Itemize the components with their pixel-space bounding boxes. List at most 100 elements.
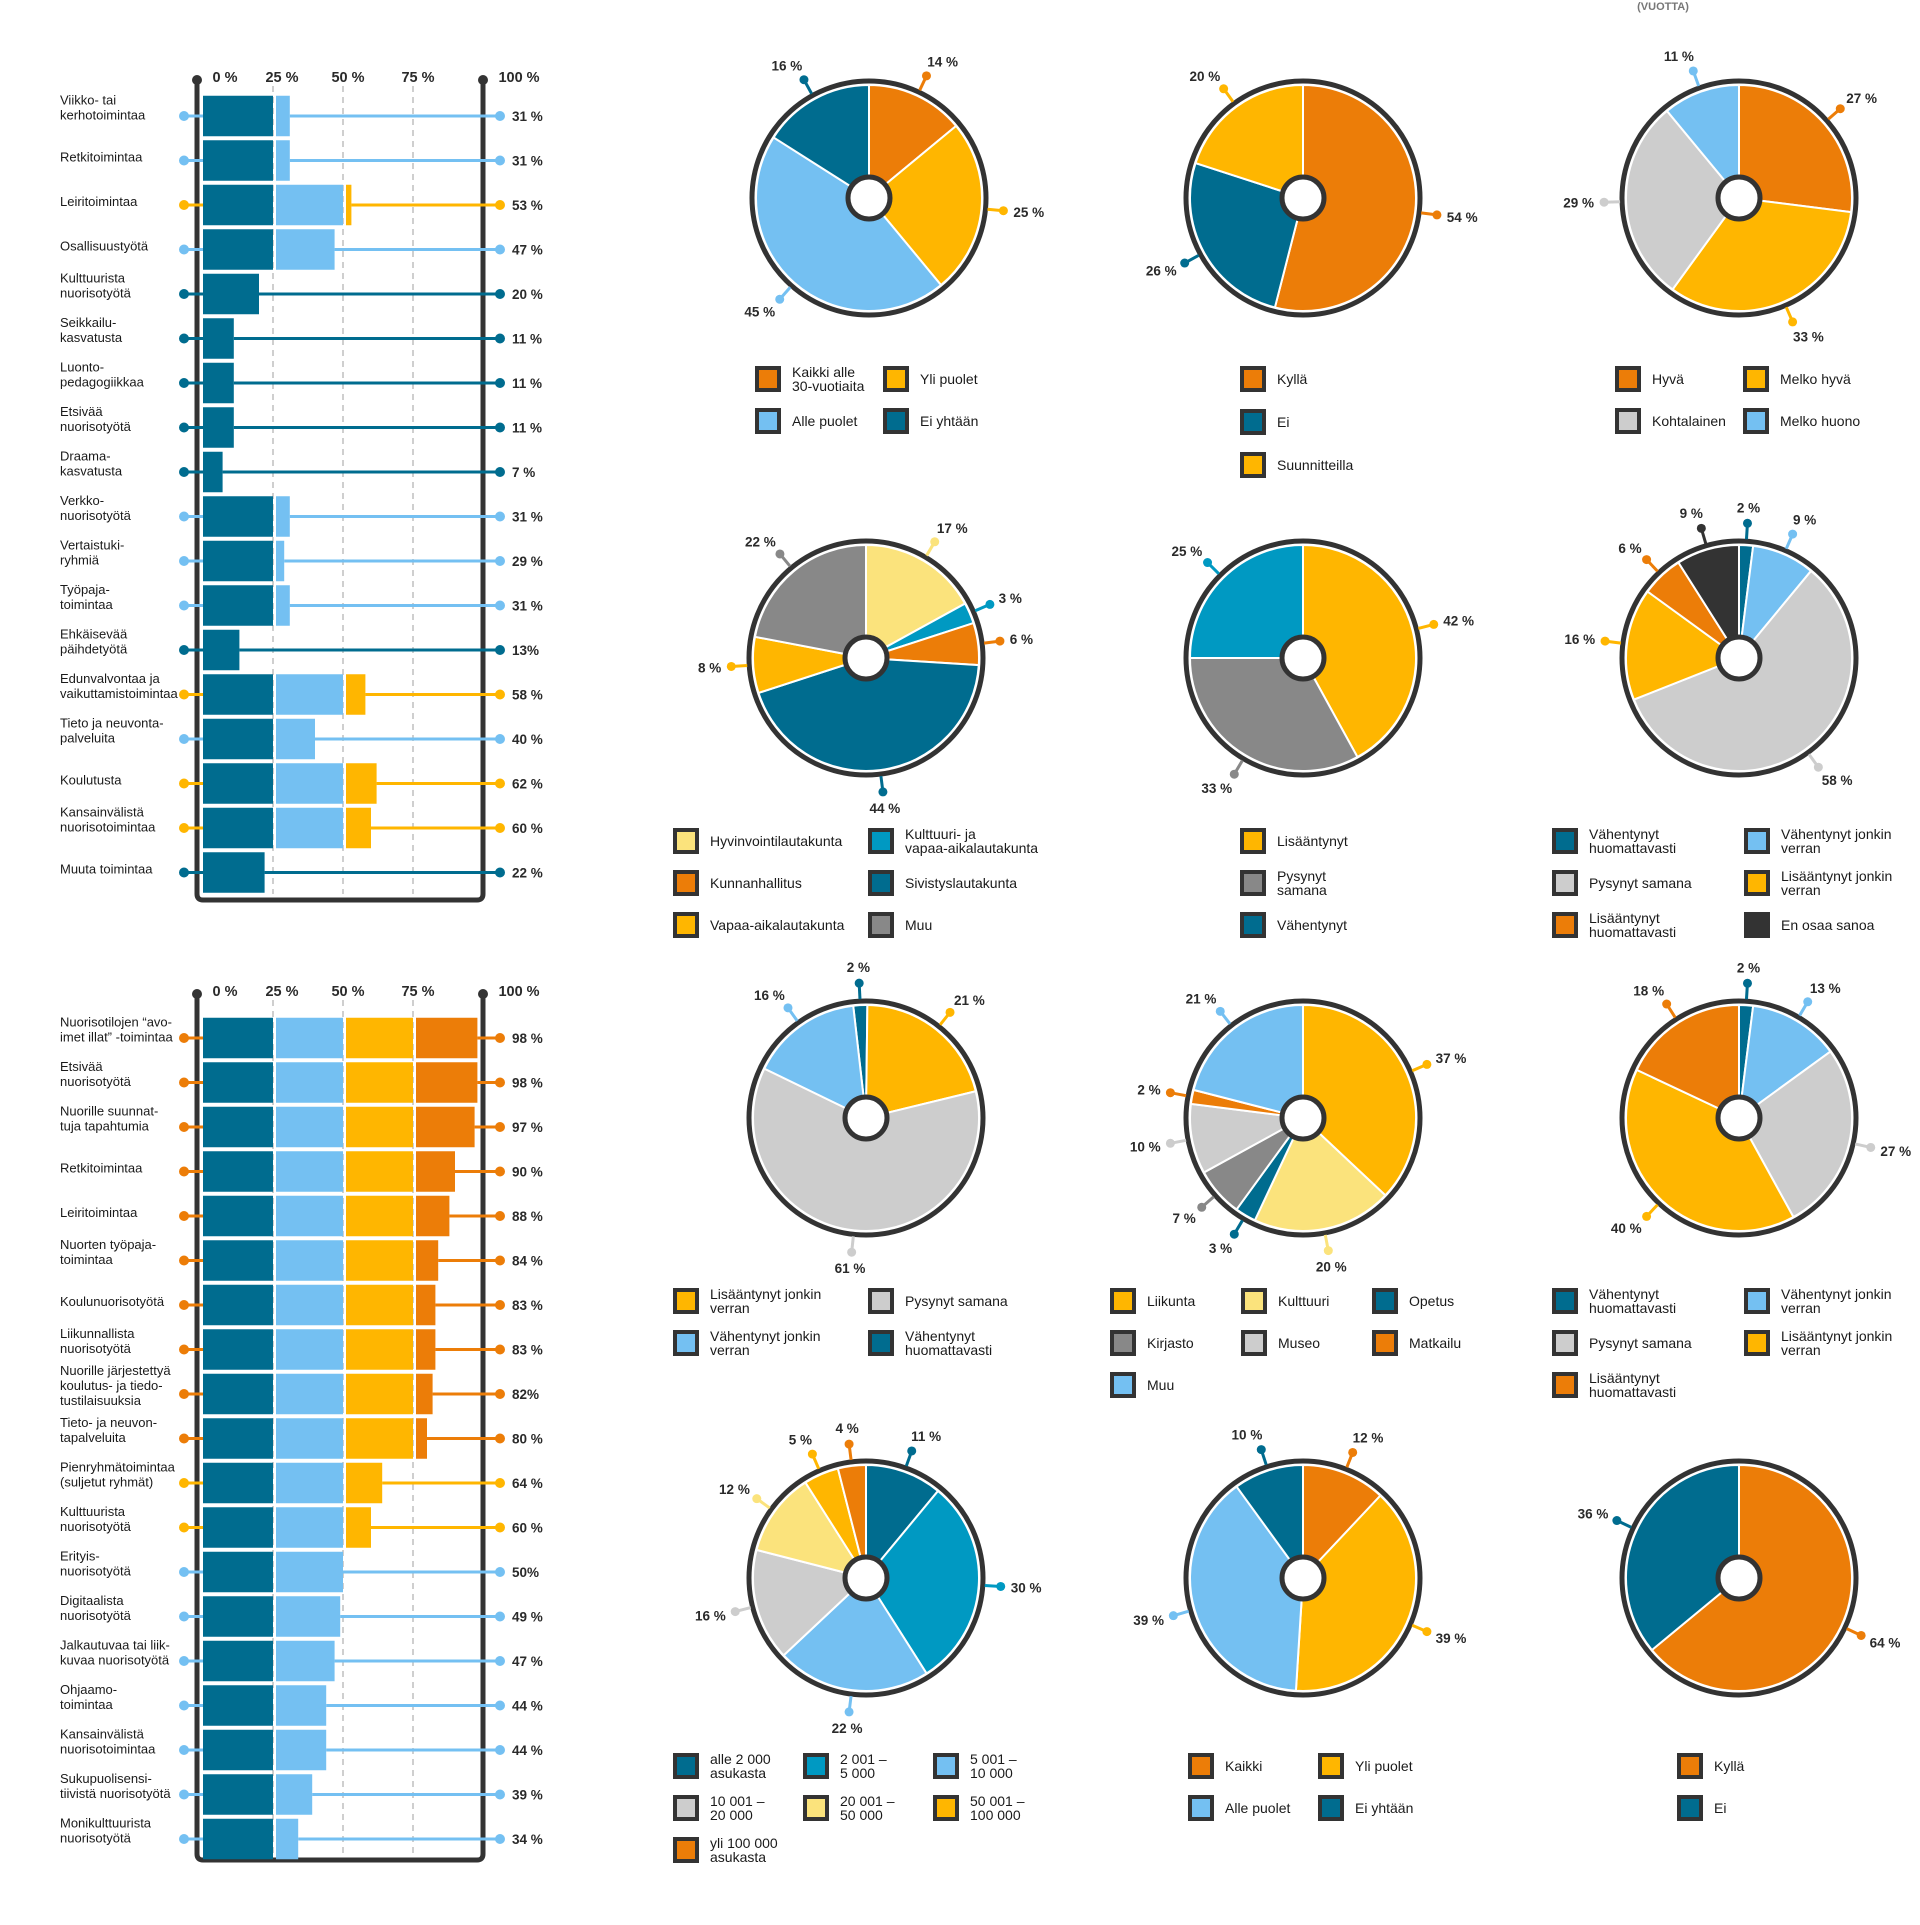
pie-leader-dot: [1642, 555, 1652, 565]
bar-segment: [276, 718, 315, 760]
legend-swatch: [1240, 409, 1266, 435]
pie-slice: [1302, 543, 1417, 759]
bar-category-label: nuorisotoimintaa: [60, 1742, 156, 1757]
pie-slice: [867, 124, 983, 287]
bar-category-label: Seikkailu-: [60, 315, 116, 330]
legend-label: verran: [710, 1300, 750, 1316]
pie-legend: Kyllä Ei Suunnitteilla: [1240, 366, 1353, 478]
pie-value-label: 2 %: [1737, 500, 1760, 515]
pie-legend: Kaikki Yli puolet Alle puolet Ei yhtään: [1188, 1753, 1413, 1821]
bar-category-label: toimintaa: [60, 1252, 114, 1267]
bar-segment: [416, 1284, 436, 1326]
pie-chart-2: 54 % 26 % 20 % Kyllä Ei Suunnitteilla: [1146, 69, 1478, 478]
pie-value-label: 9 %: [1680, 506, 1703, 521]
chart-frame: [194, 994, 486, 1863]
bar-category-label: koulutus- ja tiedo-: [60, 1378, 163, 1393]
pie-slice: [865, 543, 967, 660]
legend-swatch: [883, 366, 909, 392]
bar-segment: [276, 1729, 327, 1771]
pie-outer-ring: [746, 1458, 986, 1698]
legend-label: Kulttuuri- ja: [905, 826, 976, 842]
bar-segment: [346, 1284, 413, 1326]
legend-swatch: [868, 1288, 894, 1314]
pie-center-hole: [1279, 174, 1327, 222]
pie-value-label: 26 %: [1146, 264, 1177, 279]
pie-leader-dot: [945, 1007, 955, 1017]
bar-value-label: 7 %: [512, 465, 535, 480]
bar-segment: [346, 184, 352, 226]
legend-label: Ei: [1277, 414, 1289, 430]
pie-legend: Kyllä Ei: [1677, 1753, 1745, 1821]
bar-category-label: tustilaisuuksia: [60, 1393, 142, 1408]
pie-chart-11: 12 % 39 % 39 % 10 % Kaikki Yli puolet Alle puo…: [1133, 1427, 1466, 1821]
pie-leader-dot: [844, 1439, 854, 1449]
bar-value-label: 98 %: [512, 1031, 543, 1046]
bar-category-label: nuorisotyötä: [60, 1564, 132, 1579]
pie-leader-dot: [1432, 210, 1442, 220]
legend-label: 30-vuotiaita: [792, 378, 865, 394]
bar-category-label: Retkitoimintaa: [60, 1161, 143, 1176]
bar-category-label: Verkko-: [60, 493, 104, 508]
legend-label: yli 100 000: [710, 1835, 778, 1851]
pie-leader-dot: [1642, 1211, 1652, 1221]
pie-outer-ring: [1619, 1458, 1859, 1698]
value-dot: [495, 1745, 505, 1755]
bar-segment: [276, 763, 343, 804]
pie-slice: [755, 1481, 869, 1580]
bar-segment: [416, 1329, 436, 1370]
pie-value-label: 2 %: [1737, 960, 1760, 975]
pie-leader-dot: [1215, 1006, 1225, 1016]
bar-category-label: Muuta toimintaa: [60, 862, 153, 877]
pie-slice: [782, 1576, 928, 1692]
pie-value-label: 58 %: [1822, 773, 1853, 788]
pie-slice: [1302, 1003, 1417, 1197]
bar-value-label: 39 %: [512, 1788, 543, 1803]
legend-label: verran: [1781, 1342, 1821, 1358]
bar-category-label: Etsivää: [60, 404, 103, 419]
bar-segment: [346, 1240, 413, 1281]
label-dot: [179, 600, 189, 611]
bar-category-label: kuvaa nuorisotyötä: [60, 1653, 170, 1668]
label-dot: [179, 467, 189, 477]
pie-leader-dot: [1429, 619, 1439, 629]
legend-swatch: [673, 1753, 699, 1779]
pie-leader-dot: [799, 75, 809, 85]
frame-cap: [478, 989, 488, 999]
bar-segment: [276, 1507, 343, 1548]
value-dot: [495, 867, 505, 878]
value-dot: [495, 378, 505, 388]
bar-category-label: ryhmiä: [60, 553, 100, 568]
pie-leader-dot: [1866, 1142, 1876, 1152]
pie-slice: [755, 136, 943, 312]
bar-segment: [203, 1151, 273, 1192]
label-dot: [179, 1567, 189, 1577]
bar-category-label: Pienryhmätoimintaa: [60, 1460, 176, 1475]
bar-segment: [203, 1017, 273, 1059]
value-dot: [495, 1567, 505, 1577]
pie-leader-dot: [752, 1494, 762, 1504]
legend-swatch: [1552, 828, 1578, 854]
pie-leader-dot: [996, 1581, 1006, 1591]
label-dot: [179, 333, 189, 344]
pie-legend: Hyvinvointilautakunta Kulttuuri- javapaa-…: [673, 826, 1038, 938]
bar-category-label: Draama-: [60, 449, 111, 464]
legend-swatch: [755, 408, 781, 434]
legend-label: samana: [1277, 882, 1327, 898]
bar-value-label: 84 %: [512, 1254, 543, 1269]
legend-swatch: [1743, 408, 1769, 434]
label-dot: [179, 1300, 189, 1310]
legend-label: Liikunta: [1147, 1293, 1195, 1309]
frame-cap: [478, 75, 488, 85]
pie-leader-dot: [1788, 529, 1798, 539]
bar-value-label: 13%: [512, 643, 539, 658]
bar-category-label: nuorisotyötä: [60, 1341, 132, 1356]
value-dot: [495, 1478, 505, 1488]
pie-leader-dot: [726, 661, 736, 671]
bar-category-label: Tieto ja neuvonta-: [60, 716, 164, 731]
pie-slice: [864, 1003, 977, 1120]
pie-value-label: 64 %: [1870, 1635, 1901, 1650]
bar-segment: [276, 585, 290, 626]
